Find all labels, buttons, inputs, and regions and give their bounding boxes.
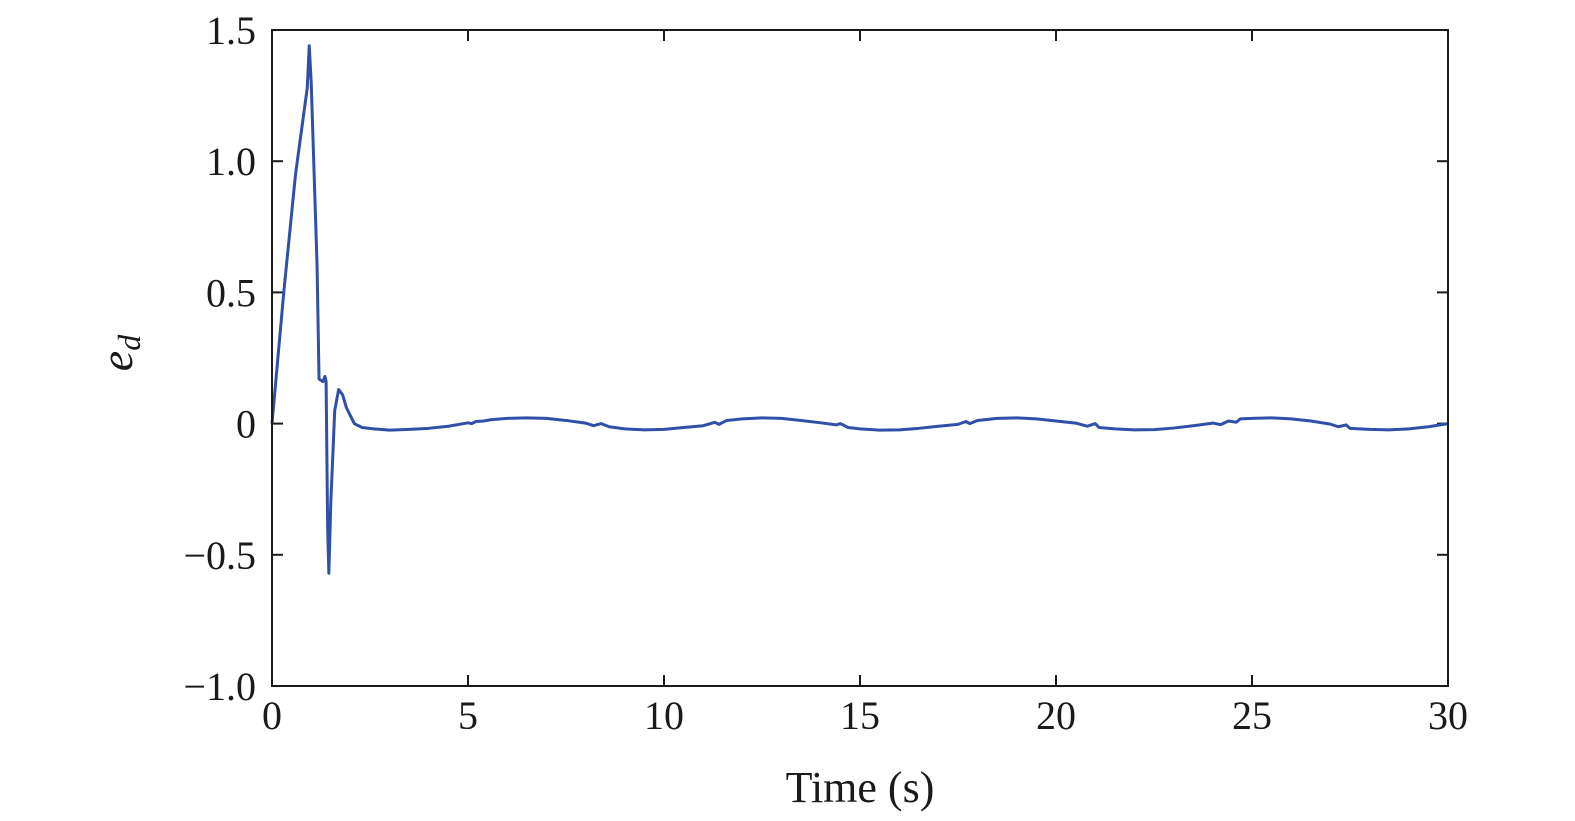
x-tick-label: 25: [1232, 693, 1272, 738]
x-tick-label: 5: [458, 693, 478, 738]
series-line: [270, 44, 1449, 575]
y-axis-title-subscript: d: [111, 334, 147, 351]
plot-frame: [271, 29, 1449, 687]
x-axis-title: Time (s): [786, 763, 935, 812]
x-tick-label: 10: [644, 693, 684, 738]
x-tick-label: 30: [1428, 693, 1468, 738]
y-axis-title: ed: [91, 334, 147, 371]
y-tick-label: −0.5: [183, 533, 256, 578]
y-tick-labels: −1.0 −0.5 0 0.5 1.0 1.5: [183, 8, 256, 709]
y-tick-label: 1.5: [206, 8, 256, 53]
y-tick-label: 0.5: [206, 270, 256, 315]
x-tick-label: 0: [262, 693, 282, 738]
series-layer: [270, 44, 1449, 575]
axis-ticks: [271, 29, 1449, 687]
x-tick-label: 15: [840, 693, 880, 738]
y-tick-label: 0: [236, 402, 256, 447]
y-tick-label: 1.0: [206, 139, 256, 184]
y-tick-label: −1.0: [183, 664, 256, 709]
x-tick-labels: 0 5 10 15 20 25 30: [262, 693, 1468, 738]
y-axis-title-main: e: [91, 351, 142, 371]
x-tick-label: 20: [1036, 693, 1076, 738]
